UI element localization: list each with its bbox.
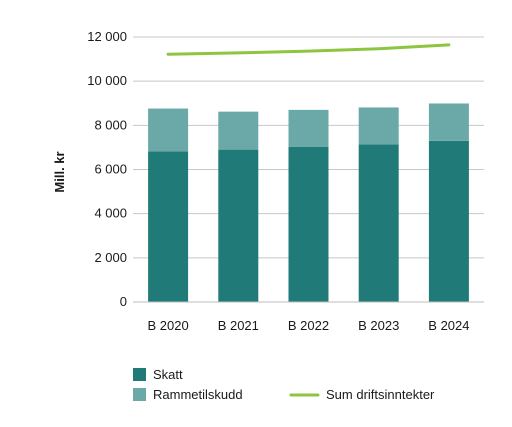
- legend: Skatt Rammetilskudd Sum driftsinntekter: [133, 367, 435, 402]
- x-tick-labels: B 2020 B 2021 B 2022 B 2023 B 2024: [147, 318, 469, 333]
- bar-rammetilskudd: [288, 109, 329, 147]
- x-tick-label: B 2024: [428, 318, 469, 333]
- bar-skatt: [358, 144, 399, 302]
- y-tick-label: 10 000: [87, 73, 127, 88]
- x-tick-label: B 2022: [288, 318, 329, 333]
- legend-label-rammetilskudd: Rammetilskudd: [153, 387, 243, 402]
- y-tick-label: 6 000: [94, 162, 127, 177]
- line-sum-driftsinntekter: [166, 43, 451, 56]
- y-tick-labels: 0 2 000 4 000 6 000 8 000 10 000 12 000: [87, 29, 127, 309]
- bar-skatt: [218, 149, 259, 302]
- bar-skatt: [288, 146, 329, 302]
- bar-skatt: [428, 140, 469, 302]
- y-axis-label: Mill. kr: [52, 151, 67, 192]
- y-tick-label: 4 000: [94, 206, 127, 221]
- x-tick-label: B 2021: [218, 318, 259, 333]
- bar-skatt: [148, 151, 189, 302]
- y-tick-label: 8 000: [94, 117, 127, 132]
- x-tick-label: B 2020: [147, 318, 188, 333]
- x-tick-label: B 2023: [358, 318, 399, 333]
- bar-rammetilskudd: [358, 107, 399, 145]
- y-tick-label: 2 000: [94, 250, 127, 265]
- legend-label-sum-driftsinntekter: Sum driftsinntekter: [326, 387, 435, 402]
- bar-rammetilskudd: [428, 103, 469, 141]
- bar-rammetilskudd: [148, 108, 189, 152]
- legend-label-skatt: Skatt: [153, 367, 183, 382]
- bar-rammetilskudd: [218, 111, 259, 150]
- y-tick-label: 0: [120, 294, 127, 309]
- y-tick-label: 12 000: [87, 29, 127, 44]
- legend-swatch-skatt: [133, 368, 146, 381]
- legend-swatch-rammetilskudd: [133, 388, 146, 401]
- bars: [148, 103, 469, 302]
